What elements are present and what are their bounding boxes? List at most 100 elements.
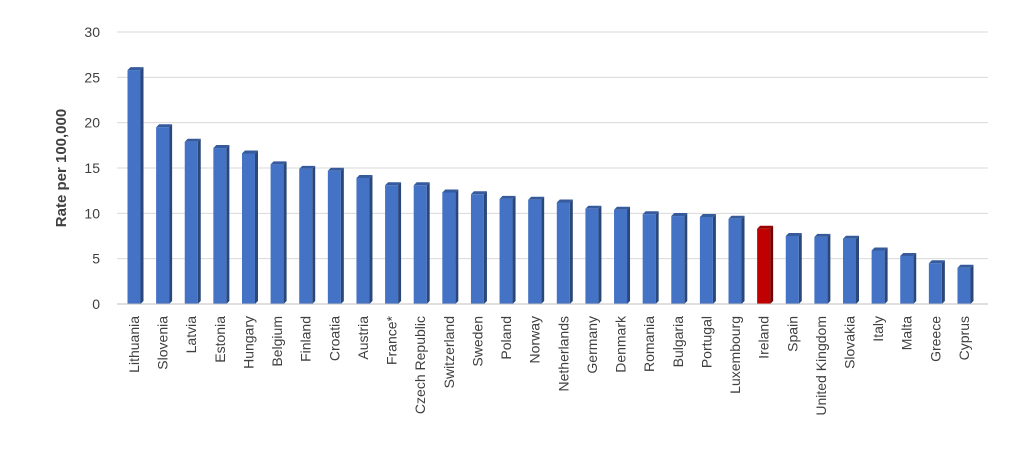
bar-front [556, 202, 570, 304]
x-tick-label: Finland [298, 316, 314, 362]
bar-finland [299, 165, 316, 304]
bar-side [140, 67, 144, 304]
bar-top [270, 161, 287, 165]
bar-front [442, 192, 456, 304]
bar-front [671, 216, 685, 304]
bar-switzerland [442, 189, 459, 304]
bar-side [283, 161, 287, 304]
bar-cyprus [957, 264, 974, 304]
bar-poland [499, 195, 516, 304]
bar-norway [528, 196, 545, 304]
bar-top [413, 182, 430, 186]
bar-side [254, 150, 258, 304]
bar-romania [642, 211, 659, 304]
bars [127, 67, 974, 304]
x-tick-label: Slovakia [842, 316, 858, 369]
bar-front [928, 263, 942, 304]
y-tick-label: 10 [84, 205, 100, 221]
x-tick-label: Croatia [326, 316, 342, 361]
bar-top [957, 264, 974, 268]
bar-side [884, 247, 888, 304]
x-tick-label: Norway [527, 316, 543, 363]
bar-side [798, 233, 802, 304]
bar-side [827, 233, 831, 304]
bar-top [871, 247, 888, 251]
bar-top [470, 191, 487, 195]
bar-greece [928, 260, 945, 304]
bar-front [327, 170, 341, 304]
bar-side [340, 167, 344, 304]
bar-side [483, 191, 487, 304]
x-tick-label: Netherlands [555, 316, 571, 392]
bar-slovakia [843, 235, 859, 304]
bar-estonia [213, 145, 230, 304]
bar-denmark [614, 206, 631, 304]
bar-side [913, 252, 917, 304]
x-tick-label: Estonia [212, 316, 228, 363]
bar-top [699, 213, 716, 217]
bar-side [369, 174, 373, 304]
x-tick-label: Austria [355, 316, 371, 360]
bar-front [241, 153, 255, 304]
bar-front [843, 238, 856, 304]
bar-top [442, 189, 459, 193]
bar-side [627, 206, 631, 304]
bar-top [928, 260, 945, 264]
bar-side [398, 182, 402, 304]
bar-top [299, 165, 316, 169]
bar-bulgaria [671, 213, 688, 304]
bar-top [728, 215, 745, 219]
bar-front [614, 209, 628, 304]
bar-france [385, 182, 402, 304]
bar-front [900, 255, 914, 304]
bar-top [241, 150, 258, 154]
x-tick-label: France* [384, 315, 400, 365]
bar-front [213, 148, 227, 304]
x-tick-label: Ireland [756, 316, 772, 359]
bar-front [299, 168, 313, 304]
bar-top [385, 182, 402, 186]
y-tick-label: 5 [92, 251, 100, 267]
y-tick-label: 25 [84, 69, 100, 85]
x-tick-label: Bulgaria [670, 316, 686, 368]
y-tick-label: 15 [84, 160, 100, 176]
bar-side [856, 235, 859, 304]
x-axis-labels: Lithuania Slovenia Latvia Estonia Hungary Bel… [126, 315, 972, 416]
x-tick-label: Italy [870, 316, 886, 342]
y-tick-label: 20 [84, 115, 100, 131]
bar-sweden [470, 191, 487, 304]
bar-front [270, 164, 284, 304]
bar-ireland [757, 225, 774, 304]
bar-slovenia [156, 124, 173, 304]
bar-front [127, 70, 141, 304]
x-tick-label: Hungary [240, 316, 256, 369]
bar-side [512, 195, 516, 304]
bar-top [814, 233, 831, 237]
y-axis-title: Rate per 100,000 [53, 109, 70, 227]
bar-top [585, 205, 602, 209]
bar-front [728, 218, 742, 304]
bar-netherlands [556, 199, 573, 304]
x-tick-label: Cyprus [956, 316, 972, 360]
bar-side [169, 124, 173, 304]
bar-austria [356, 174, 373, 304]
bar-side [712, 213, 716, 304]
y-tick-label: 0 [92, 296, 100, 312]
bar-front [470, 194, 484, 304]
bar-side [226, 145, 230, 304]
bar-top [757, 225, 774, 229]
x-tick-label: Belgium [269, 316, 285, 367]
bar-spain [785, 233, 802, 304]
bar-top [614, 206, 631, 210]
bar-side [598, 205, 602, 304]
x-tick-label: United Kingdom [813, 316, 829, 416]
x-tick-label: Lithuania [126, 316, 142, 373]
bar-malta [900, 252, 917, 304]
x-tick-label: Latvia [183, 316, 199, 354]
bar-latvia [184, 138, 201, 304]
bar-top [356, 174, 373, 178]
bar-italy [871, 247, 888, 304]
bar-luxembourg [728, 215, 745, 304]
y-axis-ticks: 0 5 10 15 20 25 30 [84, 24, 100, 312]
